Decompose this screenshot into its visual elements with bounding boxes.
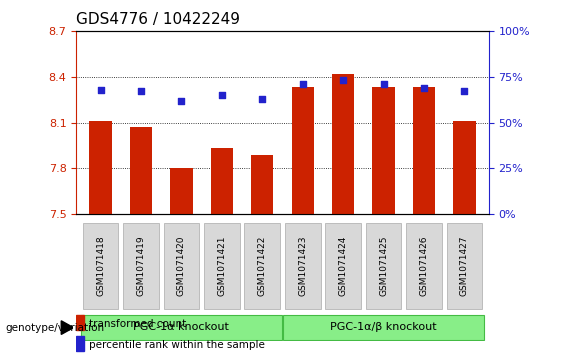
FancyBboxPatch shape: [283, 315, 484, 340]
Text: GSM1071420: GSM1071420: [177, 236, 186, 296]
Point: [379, 81, 388, 87]
Text: transformed count: transformed count: [89, 319, 186, 329]
Text: percentile rank within the sample: percentile rank within the sample: [89, 340, 265, 350]
Text: GSM1071418: GSM1071418: [96, 236, 105, 296]
FancyBboxPatch shape: [81, 315, 282, 340]
Text: GSM1071425: GSM1071425: [379, 236, 388, 296]
Text: GSM1071421: GSM1071421: [218, 236, 227, 296]
Point: [419, 85, 428, 91]
Text: GSM1071427: GSM1071427: [460, 236, 469, 296]
Text: genotype/variation: genotype/variation: [6, 323, 105, 333]
FancyBboxPatch shape: [164, 223, 199, 309]
Text: GSM1071422: GSM1071422: [258, 236, 267, 296]
FancyBboxPatch shape: [447, 223, 483, 309]
Bar: [413, 87, 435, 214]
FancyBboxPatch shape: [82, 223, 118, 309]
Bar: [332, 74, 354, 214]
FancyBboxPatch shape: [366, 223, 401, 309]
Text: PGC-1α knockout: PGC-1α knockout: [133, 322, 229, 332]
Point: [137, 89, 146, 94]
Bar: [453, 121, 476, 214]
Text: GDS4776 / 10422249: GDS4776 / 10422249: [76, 12, 240, 27]
Text: GSM1071426: GSM1071426: [420, 236, 428, 296]
Point: [218, 92, 227, 98]
FancyBboxPatch shape: [123, 223, 159, 309]
Bar: [76, 335, 84, 351]
FancyBboxPatch shape: [406, 223, 442, 309]
Bar: [292, 87, 314, 214]
Text: PGC-1α/β knockout: PGC-1α/β knockout: [331, 322, 437, 332]
Bar: [372, 87, 395, 214]
Text: GSM1071423: GSM1071423: [298, 236, 307, 296]
Bar: [170, 168, 193, 214]
Bar: [251, 155, 273, 214]
Polygon shape: [61, 321, 73, 334]
Bar: [76, 315, 84, 330]
Point: [338, 77, 347, 83]
FancyBboxPatch shape: [285, 223, 320, 309]
Point: [298, 81, 307, 87]
Point: [96, 87, 105, 93]
Bar: [211, 148, 233, 214]
Text: GSM1071424: GSM1071424: [338, 236, 347, 296]
Bar: [89, 121, 112, 214]
Point: [177, 98, 186, 103]
FancyBboxPatch shape: [325, 223, 361, 309]
FancyBboxPatch shape: [204, 223, 240, 309]
FancyBboxPatch shape: [245, 223, 280, 309]
Text: GSM1071419: GSM1071419: [137, 236, 145, 296]
Point: [460, 89, 469, 94]
Bar: [130, 127, 152, 214]
Point: [258, 96, 267, 102]
